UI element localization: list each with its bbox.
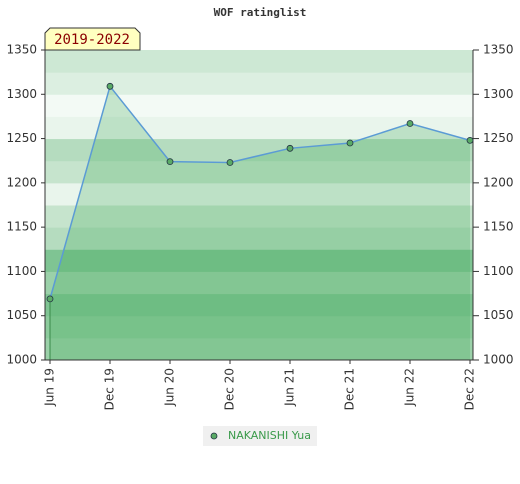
y2-tick-label: 1300: [483, 87, 514, 101]
x-tick-label: Jun 22: [403, 368, 417, 407]
band: [45, 271, 473, 295]
y2-tick-label: 1100: [483, 264, 514, 278]
x-tick-label: Jun 19: [43, 368, 57, 407]
band: [45, 50, 473, 73]
point: [226, 159, 234, 166]
band: [45, 138, 473, 162]
y-tick-label: 1350: [6, 43, 37, 57]
y2-tick-label: 1050: [483, 308, 514, 322]
badge-box: [44, 27, 141, 51]
band: [45, 227, 473, 250]
band: [45, 205, 473, 228]
y2-tick-label: 1250: [483, 131, 514, 145]
point: [286, 144, 294, 152]
y-tick-label: 1150: [6, 220, 37, 234]
band: [45, 72, 473, 95]
y-tick-label: 1300: [6, 87, 37, 101]
legend-label: NAKANISHI Yua: [228, 429, 311, 442]
point: [406, 120, 414, 127]
y-tick-label: 1000: [6, 353, 37, 367]
point: [346, 139, 354, 147]
point: [106, 82, 114, 90]
legend-marker: [210, 432, 218, 440]
band: [45, 94, 473, 117]
y-tick-label: 1050: [6, 308, 37, 322]
x-tick-label: Dec 21: [343, 368, 357, 410]
area: [50, 86, 470, 361]
x-tick-label: Dec 19: [103, 368, 117, 410]
x-tick-label: Jun 20: [163, 368, 177, 407]
y2-tick-label: 1350: [483, 43, 514, 57]
band: [45, 337, 473, 361]
y2-tick-label: 1000: [483, 353, 514, 367]
y-tick-label: 1200: [6, 175, 37, 189]
band: [45, 116, 473, 140]
legend-box: [203, 426, 317, 446]
badge: 2019-2022: [54, 32, 130, 48]
band: [45, 160, 473, 184]
band: [45, 249, 473, 272]
line: [49, 84, 471, 300]
band: [45, 315, 473, 339]
y-tick-label: 1100: [6, 264, 37, 278]
y2-tick-label: 1200: [483, 175, 514, 189]
band: [45, 293, 473, 317]
point: [466, 136, 474, 144]
x-tick-label: Dec 20: [223, 368, 237, 410]
y-tick-label: 1250: [6, 131, 37, 145]
y2-tick-label: 1150: [483, 220, 514, 234]
x-tick-label: Jun 21: [283, 368, 297, 407]
band: [45, 182, 473, 206]
chart-title: WOF ratinglist: [214, 6, 307, 19]
point: [166, 158, 174, 166]
point: [46, 295, 54, 303]
x-tick-label: Dec 22: [463, 368, 477, 410]
